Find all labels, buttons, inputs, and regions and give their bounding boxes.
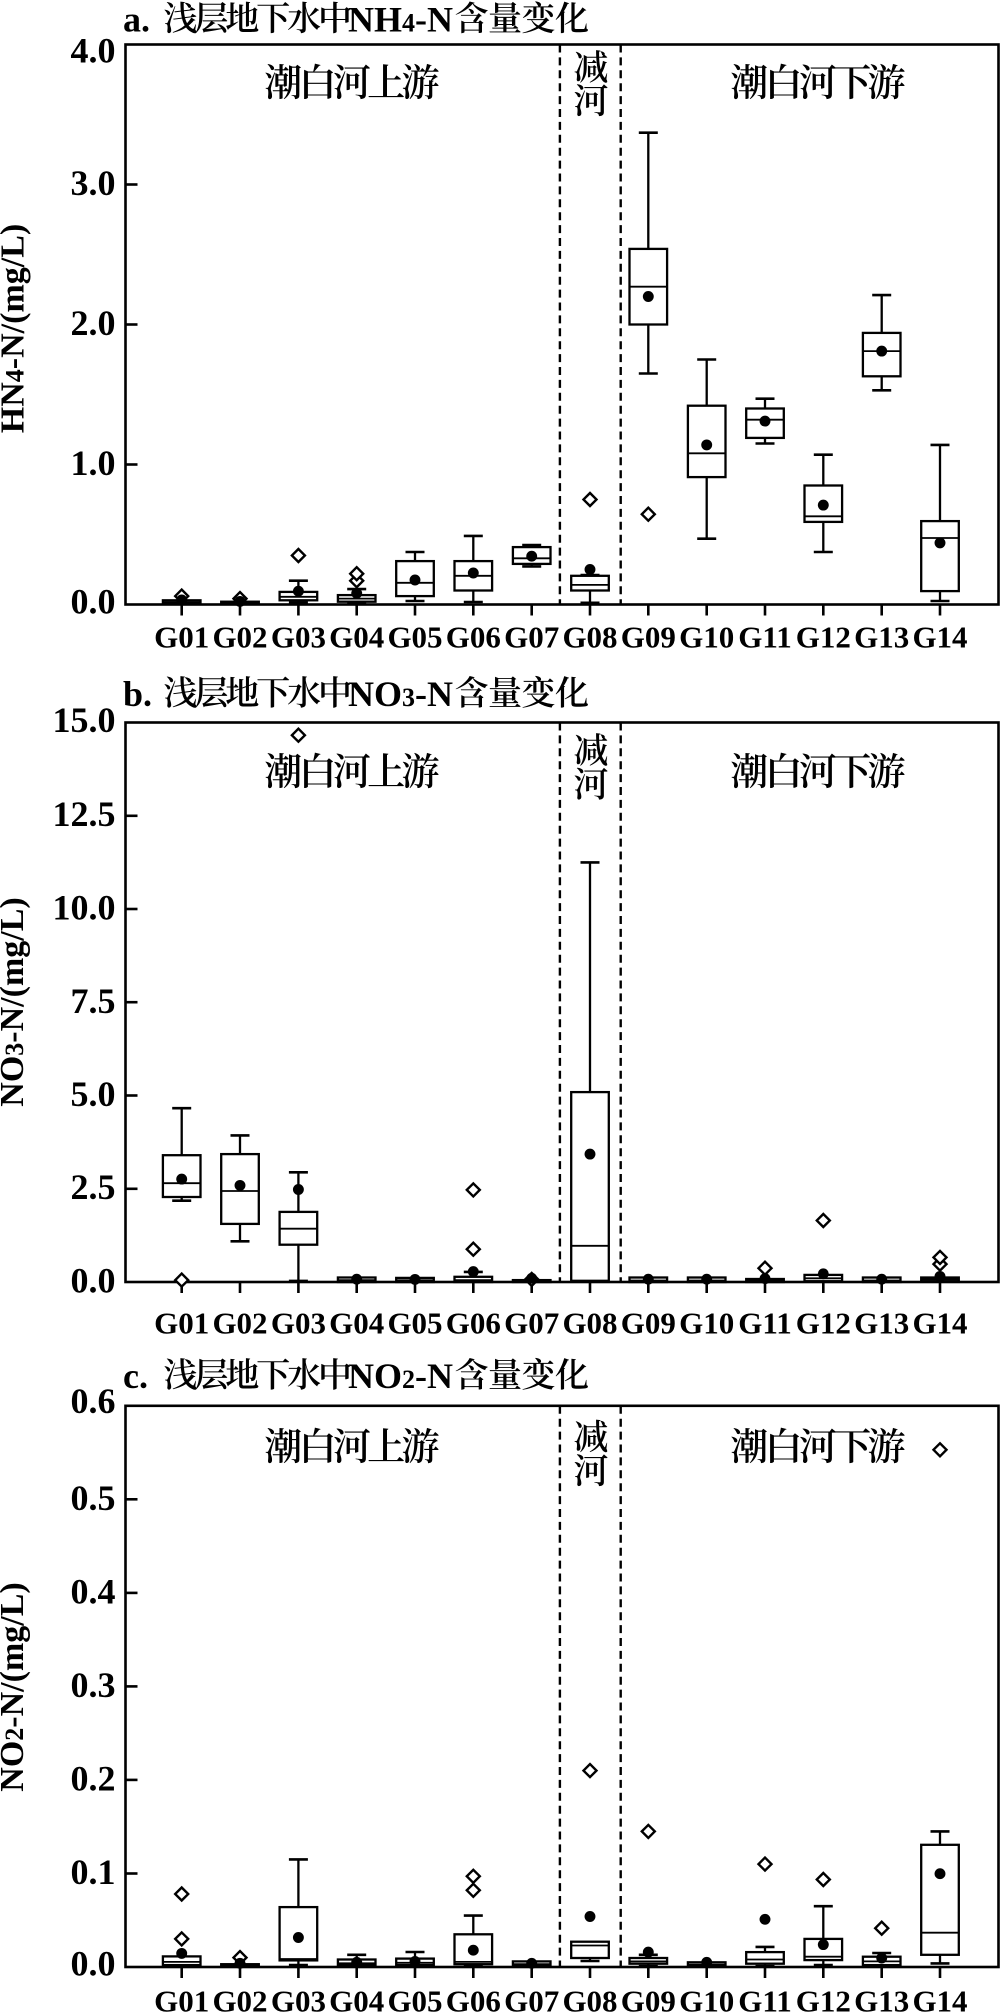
- svg-text:G07: G07: [504, 1984, 559, 2015]
- svg-text:G11: G11: [738, 620, 791, 655]
- svg-text:G14: G14: [912, 620, 967, 655]
- svg-text:G12: G12: [796, 620, 851, 655]
- svg-text:10.0: 10.0: [53, 888, 116, 928]
- svg-text:G03: G03: [271, 1306, 326, 1341]
- svg-text:a.: a.: [123, 0, 150, 40]
- svg-text:12.5: 12.5: [53, 794, 116, 834]
- svg-text:G11: G11: [738, 1984, 791, 2015]
- svg-text:G03: G03: [271, 620, 326, 655]
- svg-text:5.0: 5.0: [71, 1074, 116, 1114]
- svg-text:G08: G08: [562, 620, 617, 655]
- svg-text:G06: G06: [446, 620, 501, 655]
- svg-text:G02: G02: [212, 620, 267, 655]
- svg-text:7.5: 7.5: [71, 981, 116, 1021]
- svg-text:G03: G03: [271, 1984, 326, 2015]
- svg-text:G09: G09: [621, 620, 676, 655]
- svg-text:G12: G12: [796, 1984, 851, 2015]
- svg-text:G11: G11: [738, 1306, 791, 1341]
- svg-text:G13: G13: [854, 1306, 909, 1341]
- svg-text:NO2-N: NO2-N: [348, 1356, 453, 1396]
- svg-text:G13: G13: [854, 620, 909, 655]
- svg-text:0.6: 0.6: [71, 1381, 116, 1421]
- svg-text:G10: G10: [679, 1984, 734, 2015]
- svg-text:G07: G07: [504, 620, 559, 655]
- svg-text:0.1: 0.1: [71, 1852, 116, 1892]
- svg-text:1.0: 1.0: [71, 443, 116, 483]
- svg-text:G01: G01: [154, 1984, 209, 2015]
- svg-text:b.: b.: [123, 674, 152, 714]
- svg-text:G06: G06: [446, 1984, 501, 2015]
- svg-text:NH4-N: NH4-N: [348, 0, 453, 40]
- svg-text:NO2-N/(mg/L): NO2-N/(mg/L): [0, 1582, 31, 1791]
- svg-text:G06: G06: [446, 1306, 501, 1341]
- svg-text:NO3-N/(mg/L): NO3-N/(mg/L): [0, 897, 31, 1106]
- svg-text:G10: G10: [679, 620, 734, 655]
- svg-text:15.0: 15.0: [53, 700, 116, 740]
- svg-text:0.0: 0.0: [71, 582, 116, 622]
- svg-text:G01: G01: [154, 620, 209, 655]
- svg-text:0.0: 0.0: [71, 1943, 116, 1983]
- svg-text:G14: G14: [912, 1984, 967, 2015]
- svg-text:0.0: 0.0: [71, 1261, 116, 1301]
- svg-text:0.2: 0.2: [71, 1758, 116, 1798]
- svg-text:0.5: 0.5: [71, 1478, 116, 1518]
- svg-text:3.0: 3.0: [71, 163, 116, 203]
- svg-text:G02: G02: [212, 1984, 267, 2015]
- svg-text:G05: G05: [387, 1306, 442, 1341]
- svg-text:G04: G04: [329, 1306, 384, 1341]
- svg-text:HN4-N/(mg/L): HN4-N/(mg/L): [0, 224, 32, 433]
- svg-text:G09: G09: [621, 1306, 676, 1341]
- svg-text:G09: G09: [621, 1984, 676, 2015]
- svg-text:G04: G04: [329, 620, 384, 655]
- svg-text:NO3-N: NO3-N: [348, 674, 453, 714]
- svg-text:4.0: 4.0: [71, 31, 116, 71]
- svg-text:G04: G04: [329, 1984, 384, 2015]
- svg-text:G05: G05: [387, 1984, 442, 2015]
- svg-text:0.4: 0.4: [71, 1571, 116, 1611]
- svg-text:G08: G08: [562, 1306, 617, 1341]
- svg-text:G01: G01: [154, 1306, 209, 1341]
- svg-text:G10: G10: [679, 1306, 734, 1341]
- svg-text:G13: G13: [854, 1984, 909, 2015]
- svg-text:c.: c.: [123, 1356, 148, 1396]
- svg-text:G07: G07: [504, 1306, 559, 1341]
- svg-text:G08: G08: [562, 1984, 617, 2015]
- svg-text:G02: G02: [212, 1306, 267, 1341]
- svg-text:2.5: 2.5: [71, 1167, 116, 1207]
- svg-text:0.3: 0.3: [71, 1665, 116, 1705]
- svg-text:G05: G05: [387, 620, 442, 655]
- svg-text:2.0: 2.0: [71, 303, 116, 343]
- svg-text:G12: G12: [796, 1306, 851, 1341]
- svg-text:G14: G14: [912, 1306, 967, 1341]
